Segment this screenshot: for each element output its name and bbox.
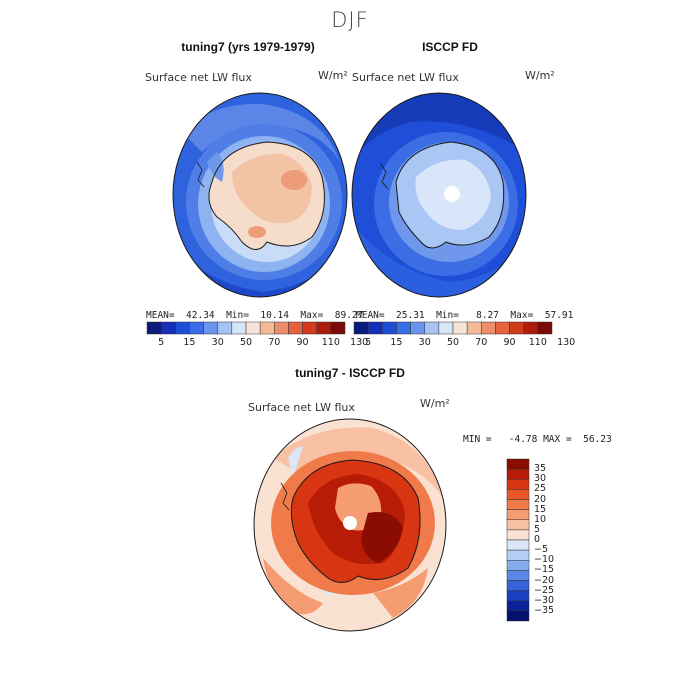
season-title: DJF [331,8,369,32]
model-polar-map [172,92,348,298]
model-stats: MEAN= 42.34 Min= 10.14 Max= 89.27 [146,310,364,321]
colorbar-swatch [466,321,482,335]
colorbar-tick-label: 90 [296,337,309,348]
colorbar-swatch [424,321,440,335]
colorbar-tick-label: −35 [534,604,555,616]
colorbar-swatch [506,570,530,581]
colorbar-swatch [146,321,162,335]
colorbar-swatch [231,321,247,335]
colorbar-swatch [506,519,530,531]
colorbar-tick-label: 50 [446,337,460,348]
colorbar-tick-label: 110 [528,337,547,348]
colorbar-swatch [316,321,332,335]
colorbar-tick-label: 15 [534,503,547,515]
colorbar-swatch [481,321,496,335]
colorbar-swatch [175,321,190,335]
colorbar-swatch [506,539,530,551]
colorbar-swatch [506,529,530,541]
colorbar-swatch [189,321,204,335]
colorbar-swatch [203,321,218,335]
colorbar-tick-label: −25 [534,584,555,596]
colorbar-swatch [438,321,454,335]
difference-field-label: Surface net LW flux [248,401,355,414]
model-panel-title: tuning7 (yrs 1979-1979) [181,40,315,54]
colorbar-tick-label: 20 [534,493,547,505]
colorbar-swatch [537,321,553,335]
colorbar-swatch [396,321,411,335]
colorbar-swatch [274,321,289,335]
difference-stats: MIN = -4.78 MAX = 56.23 [463,434,612,445]
colorbar-tick-label: 15 [183,337,196,348]
colorbar-tick-label: 5 [158,337,165,348]
colorbar-tick-label: −30 [534,594,555,606]
colorbar-swatch [506,499,530,510]
colorbar-swatch [452,321,468,335]
obs-panel-title: ISCCP FD [422,40,478,54]
colorbar-swatch [523,321,539,335]
colorbar-swatch [506,590,530,601]
colorbar-swatch [382,321,397,335]
obs-colorbar [353,321,553,335]
obs-colorbar-ticks: 5 15 30 50 70 90 110 130 [354,337,575,349]
obs-polar-map [351,92,527,298]
difference-title: tuning7 - ISCCP FD [295,366,405,380]
colorbar-tick-label: 30 [211,337,224,348]
colorbar-tick-label: −10 [534,554,555,566]
difference-colorbar [506,458,530,622]
colorbar-swatch [160,321,176,335]
colorbar-swatch [506,468,530,480]
colorbar-swatch [506,479,530,490]
colorbar-tick-label: 0 [534,534,541,545]
colorbar-tick-label: 110 [321,337,340,348]
colorbar-tick-label: −15 [534,564,555,576]
model-colorbar [146,321,346,335]
colorbar-swatch [330,321,346,335]
colorbar-swatch [506,560,530,571]
colorbar-swatch [509,321,524,335]
colorbar-tick-label: 30 [534,473,547,485]
colorbar-tick-label: 70 [268,337,281,348]
colorbar-swatch [367,321,383,335]
colorbar-tick-label: −20 [534,574,555,586]
colorbar-tick-label: 10 [534,513,547,525]
colorbar-swatch [506,509,530,520]
colorbar-swatch [506,580,530,591]
colorbar-tick-label: 35 [534,463,547,475]
colorbar-swatch [506,489,530,500]
model-unit-label: W/m² [318,69,348,82]
colorbar-swatch [353,321,369,335]
obs-unit-label: W/m² [525,69,555,82]
model-field-label: Surface net LW flux [145,71,252,84]
colorbar-tick-label: 130 [350,337,369,348]
colorbar-swatch [506,549,530,561]
colorbar-tick-label: 70 [475,337,488,348]
colorbar-swatch [288,321,303,335]
colorbar-swatch [259,321,275,335]
colorbar-swatch [506,458,530,470]
colorbar-tick-label: 5 [365,337,372,348]
obs-field-label: Surface net LW flux [352,71,459,84]
colorbar-swatch [217,321,233,335]
difference-polar-map [253,418,447,632]
colorbar-tick-label: 15 [390,337,403,348]
colorbar-swatch [245,321,261,335]
model-colorbar-ticks: 5 15 30 50 70 90 110 130 [147,337,368,349]
colorbar-tick-label: 5 [534,523,541,535]
obs-stats: MEAN= 25.31 Min= 8.27 Max= 57.91 [356,310,574,321]
colorbar-tick-label: 50 [239,337,253,348]
colorbar-swatch [506,600,530,612]
colorbar-swatch [506,610,530,622]
difference-colorbar-ticks: 35 30 25 20 15 10 5 0 −5 −10 −15 −20 −25 −30 −35 [534,459,574,621]
colorbar-swatch [410,321,425,335]
colorbar-tick-label: 130 [557,337,576,348]
colorbar-swatch [302,321,317,335]
colorbar-tick-label: −5 [534,544,549,556]
colorbar-tick-label: 25 [534,483,547,495]
difference-unit-label: W/m² [420,397,450,410]
colorbar-tick-label: 90 [503,337,516,348]
colorbar-tick-label: 30 [418,337,431,348]
colorbar-swatch [495,321,510,335]
